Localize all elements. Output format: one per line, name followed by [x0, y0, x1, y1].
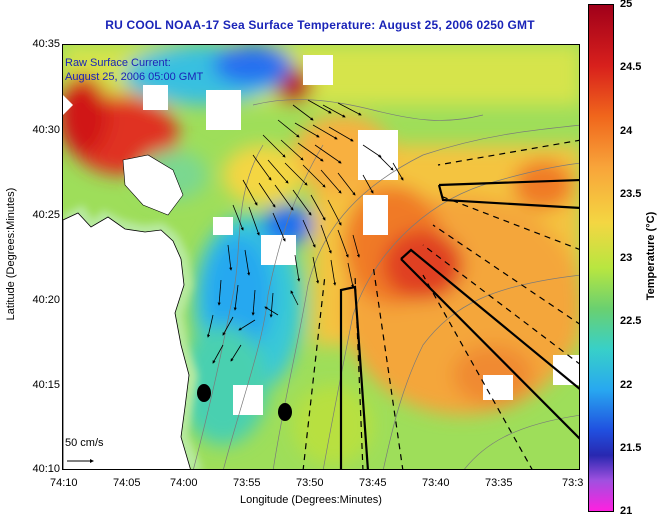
- legend-line-2: August 25, 2006 05:00 GMT: [65, 71, 204, 83]
- scale-label: 50 cm/s: [65, 437, 104, 449]
- x-tick-label: 74:05: [113, 477, 141, 489]
- colorbar-tick: 23.5: [620, 188, 642, 200]
- x-tick-label: 73:45: [359, 477, 387, 489]
- x-tick-label: 73:50: [296, 477, 324, 489]
- legend-line-1: Raw Surface Current:: [65, 57, 171, 69]
- colorbar-tick: 25: [620, 0, 633, 10]
- radar-site-marker: [278, 403, 292, 421]
- y-tick-label: 40:10: [32, 463, 60, 475]
- land-new-jersey: [63, 212, 191, 469]
- radar-site-marker: [197, 384, 211, 402]
- colorbar-label: Temperature (°C): [645, 211, 657, 301]
- transect-boxes: [339, 178, 579, 469]
- bathymetry-contours: [193, 99, 579, 469]
- y-tick-label: 40:15: [32, 379, 60, 391]
- colorbar-tick: 24.5: [620, 61, 642, 73]
- current-vectors: [206, 99, 404, 364]
- x-tick-label: 73:3: [562, 477, 584, 489]
- colorbar-tick: 21.5: [620, 442, 642, 454]
- sst-map-canvas: [63, 45, 579, 469]
- colorbar-tick: 23: [620, 252, 633, 264]
- colorbar-tick: 24: [620, 125, 633, 137]
- map-title: RU COOL NOAA-17 Sea Surface Temperature:…: [105, 18, 535, 32]
- y-tick-label: 40:20: [32, 294, 60, 306]
- land-mass: [63, 95, 73, 115]
- y-tick-label: 40:35: [32, 38, 60, 50]
- x-tick-label: 74:10: [50, 477, 78, 489]
- x-tick-label: 73:35: [485, 477, 513, 489]
- radar-sector-lines: [302, 139, 579, 469]
- colorbar: [588, 4, 614, 512]
- y-tick-label: 40:25: [32, 209, 60, 221]
- x-tick-label: 73:55: [233, 477, 261, 489]
- colorbar-tick: 22: [620, 379, 633, 391]
- x-tick-label: 73:40: [422, 477, 450, 489]
- x-axis-label: Longitude (Degrees:Minutes): [240, 494, 382, 506]
- colorbar-tick: 22.5: [620, 315, 642, 327]
- land-sandy-hook: [122, 154, 184, 216]
- colorbar-tick: 21: [620, 505, 633, 517]
- sst-map[interactable]: Raw Surface Current: August 25, 2006 05:…: [62, 44, 580, 470]
- y-tick-label: 40:30: [32, 124, 60, 136]
- cloud-masks: [143, 55, 579, 415]
- x-tick-label: 74:00: [170, 477, 198, 489]
- y-axis-label: Latitude (Degrees:Minutes): [5, 187, 17, 321]
